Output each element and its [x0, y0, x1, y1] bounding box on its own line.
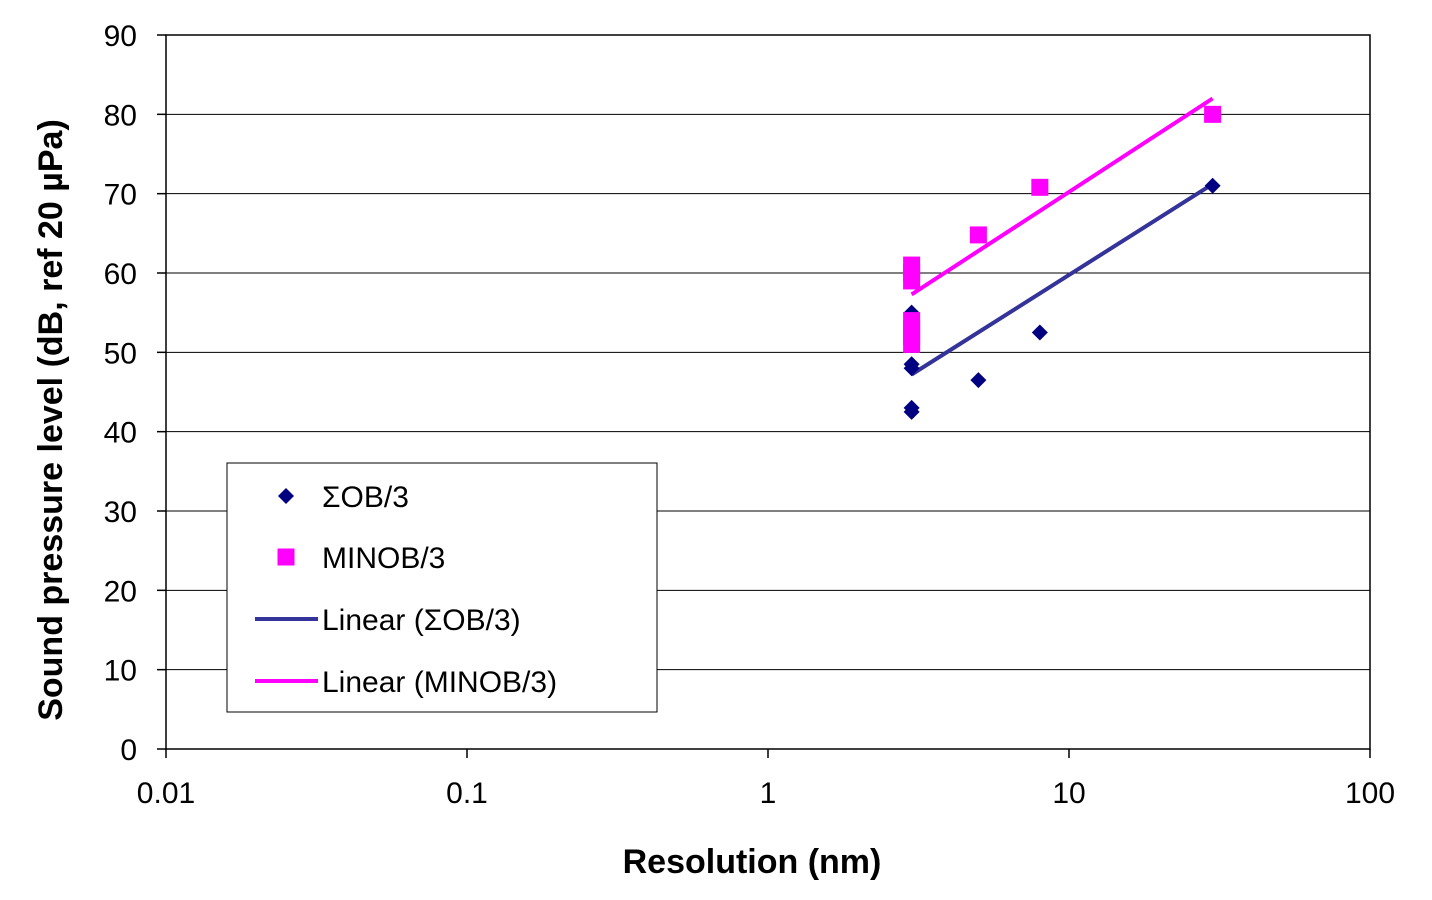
- tick-label-x: 1: [760, 777, 777, 810]
- tick-label-y: 80: [104, 99, 137, 132]
- tick-label-y: 30: [104, 496, 137, 529]
- axis-ticks: 0 10 20 30 40 50 60 70 80 90 0.01 0.1 1 10 100: [104, 20, 1395, 810]
- data-point-square: [969, 226, 987, 244]
- data-point-square: [1031, 178, 1049, 196]
- data-point-diamond: [1031, 324, 1048, 341]
- x-axis-title: Resolution (nm): [623, 843, 882, 881]
- trendline: [910, 96, 1214, 297]
- data-point-diamond: [1204, 177, 1221, 194]
- data-point-square: [903, 256, 921, 274]
- tick-label-y: 0: [120, 734, 137, 767]
- legend-label: ΣOB/3: [322, 481, 409, 514]
- legend-label: Linear (ΣOB/3): [322, 604, 521, 637]
- data-point-square: [1204, 105, 1222, 123]
- tick-label-y: 40: [104, 417, 137, 450]
- data-point-diamond: [970, 372, 987, 389]
- tick-label-y: 70: [104, 179, 137, 212]
- legend: ΣOB/3 MINOB/3 Linear (ΣOB/3) Linear (MINOB/…: [226, 462, 658, 713]
- tick-label-x: 10: [1052, 777, 1085, 810]
- data-point-diamond: [903, 403, 920, 420]
- tick-label-x: 100: [1345, 777, 1395, 810]
- tick-label-y: 60: [104, 258, 137, 291]
- legend-label: Linear (MINOB/3): [322, 666, 557, 699]
- y-axis-title: Sound pressure level (dB, ref 20 µPa): [32, 119, 70, 721]
- data-point-square: [903, 312, 921, 330]
- tick-label-x: 0.01: [137, 777, 195, 810]
- data-point-diamond: [903, 356, 920, 373]
- legend-marker: [278, 488, 294, 504]
- legend-marker: [277, 548, 295, 566]
- tick-label-x: 0.1: [446, 777, 488, 810]
- series: [903, 96, 1222, 420]
- tick-label-y: 20: [104, 575, 137, 608]
- trendline: [910, 182, 1214, 377]
- tick-label-y: 50: [104, 337, 137, 370]
- legend-label: MINOB/3: [322, 542, 445, 575]
- tick-label-y: 10: [104, 655, 137, 688]
- legend-box: [226, 462, 658, 713]
- tick-label-y: 90: [104, 20, 137, 53]
